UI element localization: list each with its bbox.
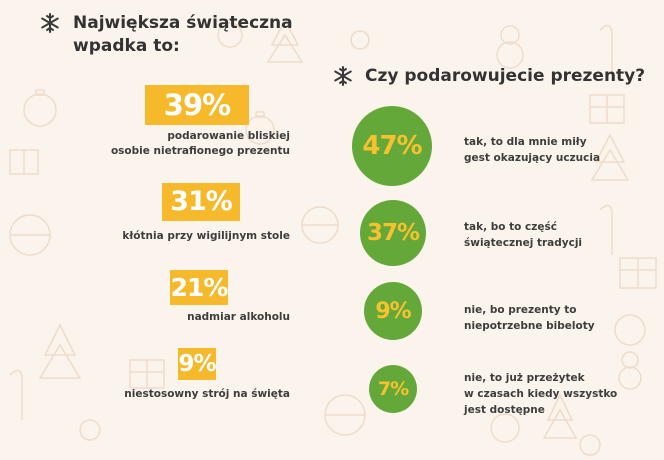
gift-answer-caption: tak, to dla mnie miły gest okazujący ucz… — [464, 136, 601, 164]
gift-answer-caption: nie, bo prezenty to niepotrzebne bibelot… — [464, 304, 595, 332]
mishap-caption: podarowanie bliskiej osobie nietrafioneg… — [110, 130, 290, 157]
percent-badge: 39% — [145, 85, 249, 125]
gift-answer-caption: tak, bo to część świątecznej tradycji — [464, 221, 583, 249]
right-heading: Czy podarowujecie prezenty? — [365, 66, 646, 86]
percent-circle: 9% — [364, 282, 422, 340]
percent-circle: 7% — [369, 365, 417, 413]
left-heading: Największa świąteczna wpadka to: — [73, 12, 293, 58]
left-heading-line: Największa świąteczna — [73, 13, 293, 33]
left-heading-line: wpadka to: — [73, 36, 180, 56]
percent-badge: 9% — [178, 348, 217, 380]
snowflake-icon — [334, 66, 352, 86]
percent-circle: 47% — [352, 106, 432, 186]
percent-badge: 31% — [162, 183, 240, 221]
mishap-caption: niestosowny strój na święta — [124, 388, 290, 400]
snowflake-icon — [41, 13, 59, 33]
percent-badge: 21% — [170, 270, 228, 305]
percent-circle: 37% — [360, 200, 426, 266]
gift-answer-caption: nie, to już przeżytek w czasach kiedy ws… — [464, 372, 618, 416]
mishap-caption: kłótnia przy wigilijnym stole — [122, 230, 290, 242]
mishap-caption: nadmiar alkoholu — [187, 311, 290, 323]
